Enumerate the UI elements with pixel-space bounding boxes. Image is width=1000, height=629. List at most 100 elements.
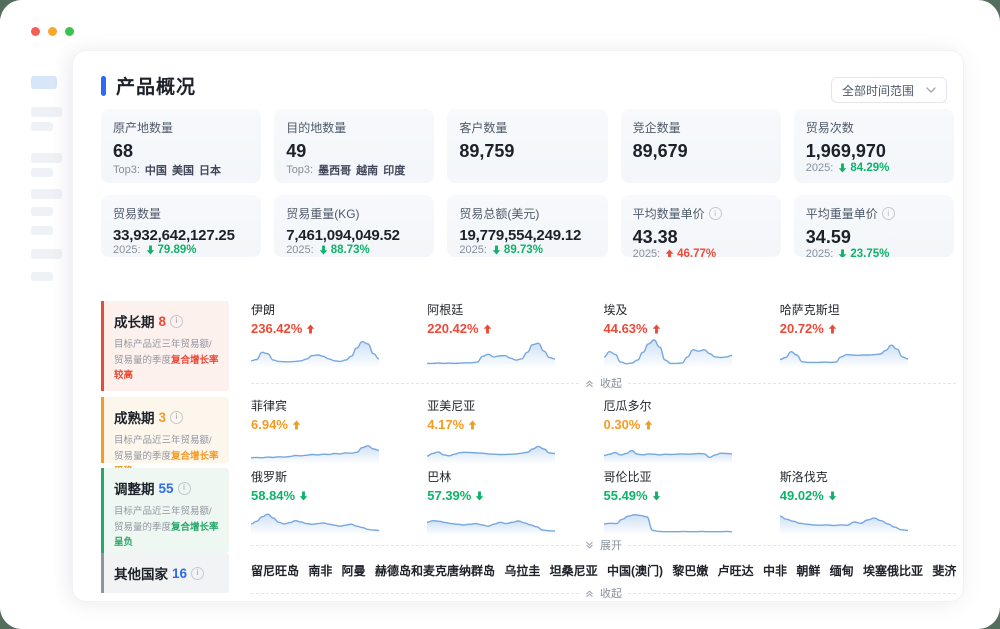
- change-percent: 23.75%: [850, 248, 890, 257]
- info-icon[interactable]: i: [191, 566, 205, 580]
- change-percent: 220.42%: [427, 321, 479, 336]
- country-item: 亚美尼亚 4.17%: [427, 397, 603, 464]
- stat-value: 49: [286, 141, 307, 161]
- stat-label-text: 贸易总额(美元): [459, 207, 540, 221]
- traffic-light-close[interactable]: [31, 27, 40, 36]
- stat-label-text: 目的地数量: [286, 121, 347, 135]
- sidebar-item[interactable]: [31, 226, 53, 235]
- country-grid: 菲律宾 6.94% 亚美尼亚 4.17% 厄瓜多尔 0.30%: [251, 397, 956, 464]
- stage-panel: 成长期 8 i 目标产品近三年贸易额/贸易量的季度复合增长率较高: [101, 301, 229, 391]
- stats-row-1: 原产地数量 68 Top3: 中国 美国 日本 目的地数量 49 Top3: 墨西哥 越南 印…: [101, 109, 954, 183]
- stat-card: 目的地数量 49 Top3: 墨西哥 越南 印度: [274, 109, 435, 183]
- stat-card: 贸易次数 1,969,970 2025: 84.29%: [793, 109, 954, 183]
- divider-line: [251, 382, 579, 384]
- other-countries-list: 留尼旺岛 南非 阿曼 赫德岛和麦克唐纳群岛 乌拉圭 坦桑尼亚 中国(澳门) 黎巴…: [251, 564, 956, 578]
- country-item: 阿根廷 220.42%: [427, 301, 603, 375]
- country-name: 亚美尼亚: [427, 399, 476, 413]
- stat-label-text: 平均重量单价: [805, 207, 878, 221]
- stat-label: 贸易总额(美元): [459, 205, 595, 222]
- top3-values: 中国 美国 日本: [144, 165, 222, 177]
- double-chevron-up-icon: [586, 590, 593, 597]
- sidebar-item[interactable]: [31, 207, 53, 216]
- country-name: 菲律宾: [251, 399, 288, 413]
- info-icon[interactable]: i: [170, 314, 184, 328]
- info-icon[interactable]: i: [177, 481, 191, 495]
- stat-label-text: 平均数量单价: [632, 207, 705, 221]
- info-icon[interactable]: i: [170, 410, 184, 424]
- stat-card: 平均重量单价 i 34.59 2025: 23.75%: [793, 195, 954, 257]
- stage-name: 成熟期: [114, 411, 155, 426]
- country-name: 哥伦比亚: [603, 470, 652, 484]
- stat-value: 89,679: [632, 141, 688, 161]
- stat-label: 贸易数量: [113, 205, 249, 222]
- arrow-down-icon: [492, 245, 501, 255]
- stat-card: 贸易总额(美元) 19,779,554,249.12 2025: 89.73%: [447, 195, 608, 257]
- sidebar-item[interactable]: [31, 189, 62, 199]
- sidebar-item[interactable]: [31, 272, 53, 281]
- arrow-up-icon: [307, 324, 315, 333]
- stat-card: 原产地数量 68 Top3: 中国 美国 日本: [101, 109, 262, 183]
- stage-content: 俄罗斯 58.84% 巴林 57.39% 哥伦比亚 55.49% 斯洛伐克 49.02% 展开: [251, 468, 956, 553]
- change-percent-line: 4.17%: [427, 417, 603, 432]
- country-grid: 俄罗斯 58.84% 巴林 57.39% 哥伦比亚 55.49% 斯洛伐克 49.02%: [251, 468, 956, 537]
- stage-title: 调整期 55 i: [114, 478, 219, 498]
- sparkline-chart: [603, 514, 732, 535]
- stat-label: 平均数量单价 i: [633, 205, 769, 222]
- country-item: 埃及 44.63%: [603, 301, 780, 375]
- stat-value: 89,759: [459, 141, 515, 161]
- expand-link[interactable]: 展开: [600, 540, 622, 552]
- title-accent-bar: [101, 75, 106, 96]
- change-percent-line: 20.72%: [780, 321, 956, 336]
- sparkline-chart: [427, 342, 556, 368]
- change-percent: 55.49%: [603, 488, 648, 503]
- stat-label: 贸易重量(KG): [286, 205, 422, 222]
- stat-label-text: 贸易重量(KG): [286, 207, 360, 221]
- stage-name: 调整期: [114, 482, 155, 497]
- stage-panel: 调整期 55 i 目标产品近三年贸易额/贸易量的季度复合增长率呈负: [101, 468, 229, 553]
- stat-value: 34.59: [805, 227, 851, 247]
- top3-values: 墨西哥 越南 印度: [318, 165, 406, 177]
- arrow-down-icon: [828, 491, 837, 500]
- page-title: 产品概况: [116, 77, 197, 98]
- change-percent-line: 57.39%: [427, 488, 603, 503]
- sidebar-item[interactable]: [31, 153, 62, 163]
- arrow-up-icon: [828, 324, 837, 333]
- year-label: 2025:: [805, 248, 834, 257]
- sparkline-chart: [251, 340, 379, 368]
- stat-yoy-change: 2025: 23.75%: [806, 248, 942, 257]
- time-range-dropdown[interactable]: 全部时间范围: [830, 77, 947, 103]
- traffic-light-zoom[interactable]: [65, 27, 74, 36]
- stage-desc-highlight: 复合增长率较高: [114, 354, 219, 382]
- change-badge: 46.77%: [665, 248, 716, 257]
- stat-label: 原产地数量: [113, 119, 249, 136]
- change-percent: 58.84%: [251, 488, 296, 503]
- change-percent: 236.42%: [251, 321, 303, 336]
- top3-label: Top3:: [113, 164, 140, 176]
- change-percent-line: 58.84%: [251, 488, 427, 503]
- sidebar-item-active[interactable]: [31, 76, 57, 89]
- change-percent: 57.39%: [427, 488, 472, 503]
- traffic-light-minimize[interactable]: [48, 27, 57, 36]
- other-countries-panel: 其他国家 16 i: [101, 553, 229, 593]
- sidebar-item[interactable]: [31, 168, 53, 177]
- stage-name: 成长期: [114, 315, 155, 330]
- expand-divider: 展开: [251, 537, 956, 553]
- sidebar-item[interactable]: [31, 107, 62, 117]
- sidebar-item[interactable]: [31, 122, 53, 131]
- change-badge: 84.29%: [838, 162, 889, 174]
- stage-title: 成长期 8 i: [114, 311, 219, 331]
- country-item: 伊朗 236.42%: [251, 301, 427, 375]
- stat-label: 贸易次数: [806, 119, 942, 136]
- collapse-link[interactable]: 收起: [600, 588, 622, 600]
- info-icon[interactable]: i: [708, 207, 722, 220]
- panel-header: 产品概况: [101, 72, 196, 99]
- change-percent: 49.02%: [779, 488, 824, 503]
- sidebar-item[interactable]: [31, 249, 62, 259]
- collapse-link[interactable]: 收起: [600, 378, 622, 390]
- info-icon[interactable]: i: [881, 207, 895, 220]
- country-name: 斯洛伐克: [779, 470, 828, 484]
- change-percent: 89.73%: [503, 244, 543, 256]
- stat-card: 贸易数量 33,932,642,127.25 2025: 79.89%: [101, 195, 262, 257]
- stat-card: 竞企数量 89,679: [620, 109, 781, 183]
